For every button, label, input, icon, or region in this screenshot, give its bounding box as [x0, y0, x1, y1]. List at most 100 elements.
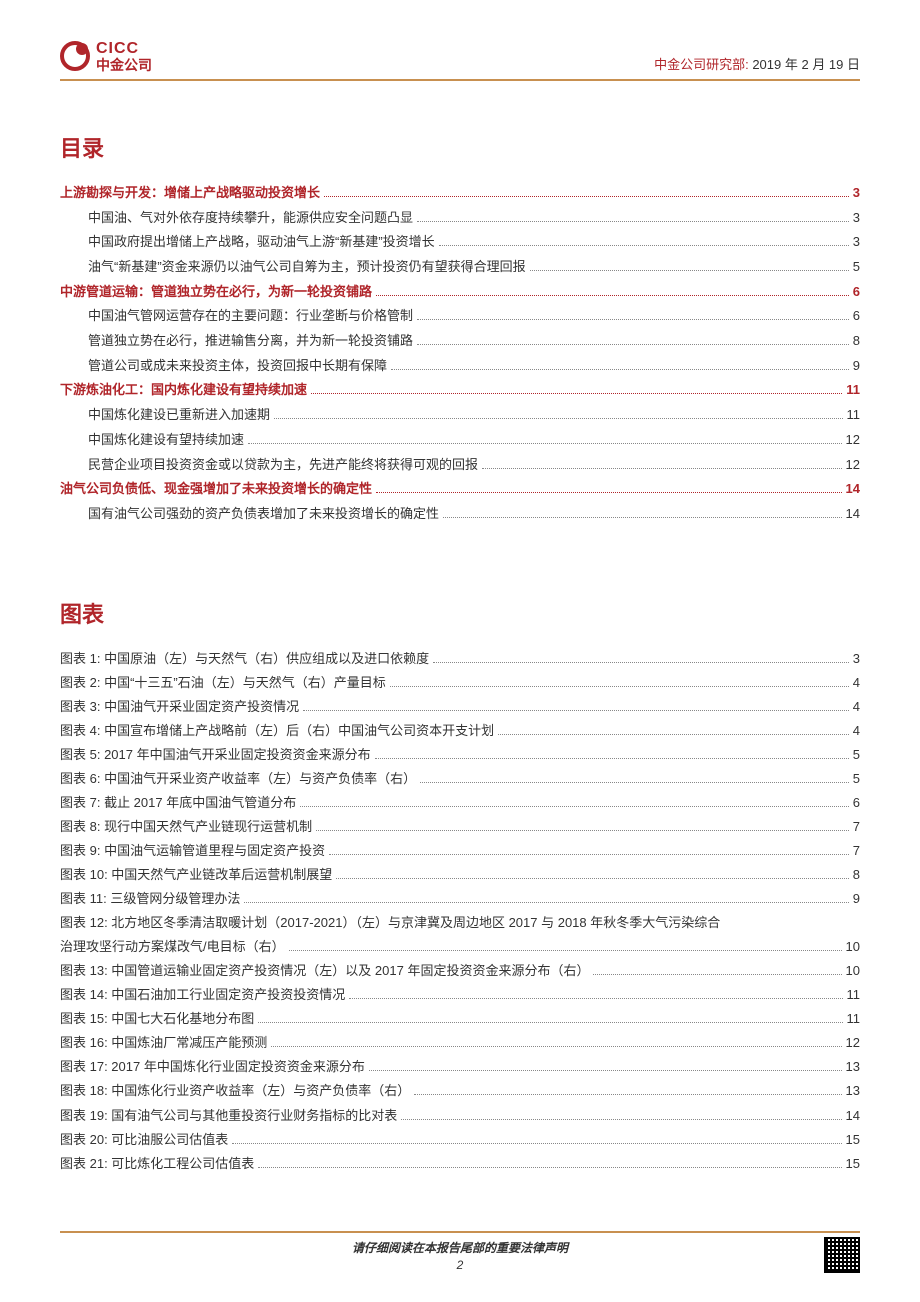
- toc-entry: 油气“新基建”资金来源仍以油气公司自筹为主，预计投资仍有望获得合理回报 5: [60, 255, 860, 280]
- figure-leader-dots: [258, 1167, 841, 1168]
- figure-leader-dots: [401, 1119, 841, 1120]
- figure-entry: 图表 11: 三级管网分级管理办法9: [60, 887, 860, 911]
- page-header: CICC 中金公司 中金公司研究部: 2019 年 2 月 19 日: [60, 40, 860, 81]
- qr-code-icon: [824, 1237, 860, 1273]
- figure-entry: 图表 14: 中国石油加工行业固定资产投资投资情况 11: [60, 983, 860, 1007]
- figure-leader-dots: [232, 1143, 841, 1144]
- figure-entry-page: 4: [853, 671, 860, 695]
- toc-entry-label: 管道独立势在必行，推进输售分离，并为新一轮投资铺路: [88, 329, 413, 354]
- toc-leader-dots: [417, 213, 849, 222]
- toc-entry: 中国炼化建设有望持续加速 12: [60, 428, 860, 453]
- figure-entry: 图表 16: 中国炼油厂常减压产能预测12: [60, 1031, 860, 1055]
- toc-entry: 下游炼油化工：国内炼化建设有望持续加速 11: [60, 378, 860, 403]
- figure-entry-label: 图表 20: 可比油服公司估值表: [60, 1128, 228, 1152]
- footer-page-number: 2: [60, 1258, 860, 1272]
- figure-entry-label: 图表 2: 中国“十三五”石油（左）与天然气（右）产量目标: [60, 671, 386, 695]
- figures-title: 图表: [60, 597, 860, 629]
- figure-entry-page: 4: [853, 695, 860, 719]
- figure-entry-page: 5: [853, 767, 860, 791]
- toc-entry-page: 6: [853, 280, 860, 305]
- toc-entry-label: 下游炼油化工：国内炼化建设有望持续加速: [60, 378, 307, 403]
- figure-leader-dots: [375, 758, 849, 759]
- figure-entry: 图表 19: 国有油气公司与其他重投资行业财务指标的比对表14: [60, 1104, 860, 1128]
- toc-entry-page: 14: [846, 502, 860, 527]
- figure-entry-label: 图表 17: 2017 年中国炼化行业固定投资资金来源分布: [60, 1055, 365, 1079]
- toc-entry: 上游勘探与开发：增储上产战略驱动投资增长3: [60, 181, 860, 206]
- toc-title: 目录: [60, 131, 860, 163]
- figure-entry-label: 图表 21: 可比炼化工程公司估值表: [60, 1152, 254, 1176]
- toc-section: 目录 上游勘探与开发：增储上产战略驱动投资增长3中国油、气对外依存度持续攀升，能…: [60, 131, 860, 527]
- toc-entry-page: 5: [853, 255, 860, 280]
- toc-leader-dots: [530, 262, 849, 271]
- figure-entry-label: 图表 19: 国有油气公司与其他重投资行业财务指标的比对表: [60, 1104, 397, 1128]
- figures-list: 图表 1: 中国原油（左）与天然气（右）供应组成以及进口依赖度3图表 2: 中国…: [60, 647, 860, 1176]
- figure-entry-page: 11: [847, 983, 861, 1007]
- figure-leader-dots: [300, 806, 849, 807]
- toc-entry-label: 中游管道运输：管道独立势在必行，为新一轮投资铺路: [60, 280, 372, 305]
- figure-entry: 图表 9: 中国油气运输管道里程与固定资产投资 7: [60, 839, 860, 863]
- toc-leader-dots: [482, 459, 842, 468]
- toc-leader-dots: [443, 509, 842, 518]
- figure-entry-page: 11: [847, 1007, 861, 1031]
- toc-entry-label: 上游勘探与开发：增储上产战略驱动投资增长: [60, 181, 320, 206]
- figure-entry: 图表 6: 中国油气开采业资产收益率（左）与资产负债率（右） 5: [60, 767, 860, 791]
- figure-entry-label: 图表 6: 中国油气开采业资产收益率（左）与资产负债率（右）: [60, 767, 416, 791]
- logo-text-en: CICC: [96, 40, 152, 58]
- figures-section: 图表 图表 1: 中国原油（左）与天然气（右）供应组成以及进口依赖度3图表 2:…: [60, 597, 860, 1176]
- figure-entry-label: 图表 13: 中国管道运输业固定资产投资情况（左）以及 2017 年固定投资资金…: [60, 959, 589, 983]
- toc-entry: 中游管道运输：管道独立势在必行，为新一轮投资铺路 6: [60, 280, 860, 305]
- figure-entry-label: 图表 4: 中国宣布增储上产战略前（左）后（右）中国油气公司资本开支计划: [60, 719, 494, 743]
- figure-entry-label: 图表 18: 中国炼化行业资产收益率（左）与资产负债率（右）: [60, 1079, 410, 1103]
- toc-entry: 中国油气管网运营存在的主要问题：行业垄断与价格管制6: [60, 304, 860, 329]
- toc-leader-dots: [417, 311, 849, 320]
- figure-entry-page: 4: [853, 719, 860, 743]
- figure-leader-dots: [289, 950, 842, 951]
- logo: CICC 中金公司: [60, 40, 152, 73]
- figure-entry-page: 6: [853, 791, 860, 815]
- figure-entry: 图表 7: 截止 2017 年底中国油气管道分布6: [60, 791, 860, 815]
- toc-entry-label: 中国炼化建设已重新进入加速期: [88, 403, 270, 428]
- figure-entry-label: 图表 12: 北方地区冬季清洁取暖计划（2017-2021）（左）与京津冀及周边…: [60, 911, 860, 935]
- figure-entry-page: 3: [853, 647, 860, 671]
- figure-entry: 图表 12: 北方地区冬季清洁取暖计划（2017-2021）（左）与京津冀及周边…: [60, 911, 860, 959]
- figure-entry-label: 图表 8: 现行中国天然气产业链现行运营机制: [60, 815, 312, 839]
- toc-entry-page: 11: [847, 403, 861, 428]
- toc-entry-page: 12: [846, 453, 860, 478]
- figure-entry: 图表 5: 2017 年中国油气开采业固定投资资金来源分布5: [60, 743, 860, 767]
- figure-entry: 图表 8: 现行中国天然气产业链现行运营机制7: [60, 815, 860, 839]
- figure-entry-label: 图表 14: 中国石油加工行业固定资产投资投资情况: [60, 983, 345, 1007]
- figure-entry-page: 13: [846, 1055, 860, 1079]
- toc-entry-label: 油气公司负债低、现金强增加了未来投资增长的确定性: [60, 477, 372, 502]
- toc-entry-label: 民营企业项目投资资金或以贷款为主，先进产能终将获得可观的回报: [88, 453, 478, 478]
- toc-entry: 管道公司或成未来投资主体，投资回报中长期有保障9: [60, 354, 860, 379]
- figure-entry: 图表 2: 中国“十三五”石油（左）与天然气（右）产量目标 4: [60, 671, 860, 695]
- figure-entry-label: 图表 9: 中国油气运输管道里程与固定资产投资: [60, 839, 325, 863]
- figure-entry: 图表 20: 可比油服公司估值表 15: [60, 1128, 860, 1152]
- page-footer: 请仔细阅读在本报告尾部的重要法律声明 2: [60, 1231, 860, 1272]
- toc-entry-label: 中国政府提出增储上产战略，驱动油气上游“新基建”投资增长: [88, 230, 435, 255]
- figure-leader-dots: [244, 902, 848, 903]
- figure-leader-dots: [303, 710, 849, 711]
- figure-entry-page: 10: [846, 935, 860, 959]
- toc-entry-page: 3: [853, 206, 860, 231]
- figure-entry: 图表 17: 2017 年中国炼化行业固定投资资金来源分布 13: [60, 1055, 860, 1079]
- header-meta: 中金公司研究部: 2019 年 2 月 19 日: [654, 54, 860, 73]
- figure-entry: 图表 13: 中国管道运输业固定资产投资情况（左）以及 2017 年固定投资资金…: [60, 959, 860, 983]
- figure-entry-page: 7: [853, 839, 860, 863]
- toc-leader-dots: [324, 188, 849, 197]
- toc-entry-page: 12: [846, 428, 860, 453]
- figure-entry-page: 5: [853, 743, 860, 767]
- toc-leader-dots: [248, 435, 842, 444]
- figure-leader-dots: [336, 878, 848, 879]
- toc-entry-page: 11: [846, 378, 860, 403]
- figure-entry-page: 15: [846, 1128, 860, 1152]
- toc-entry-label: 油气“新基建”资金来源仍以油气公司自筹为主，预计投资仍有望获得合理回报: [88, 255, 526, 280]
- figure-entry: 图表 3: 中国油气开采业固定资产投资情况 4: [60, 695, 860, 719]
- toc-entry-label: 管道公司或成未来投资主体，投资回报中长期有保障: [88, 354, 387, 379]
- figure-entry-label: 图表 1: 中国原油（左）与天然气（右）供应组成以及进口依赖度: [60, 647, 429, 671]
- figure-leader-dots: [271, 1046, 841, 1047]
- figure-entry-label: 图表 3: 中国油气开采业固定资产投资情况: [60, 695, 299, 719]
- header-dept: 中金公司研究部:: [654, 57, 749, 72]
- toc-entry-label: 中国炼化建设有望持续加速: [88, 428, 244, 453]
- logo-icon: [60, 41, 90, 71]
